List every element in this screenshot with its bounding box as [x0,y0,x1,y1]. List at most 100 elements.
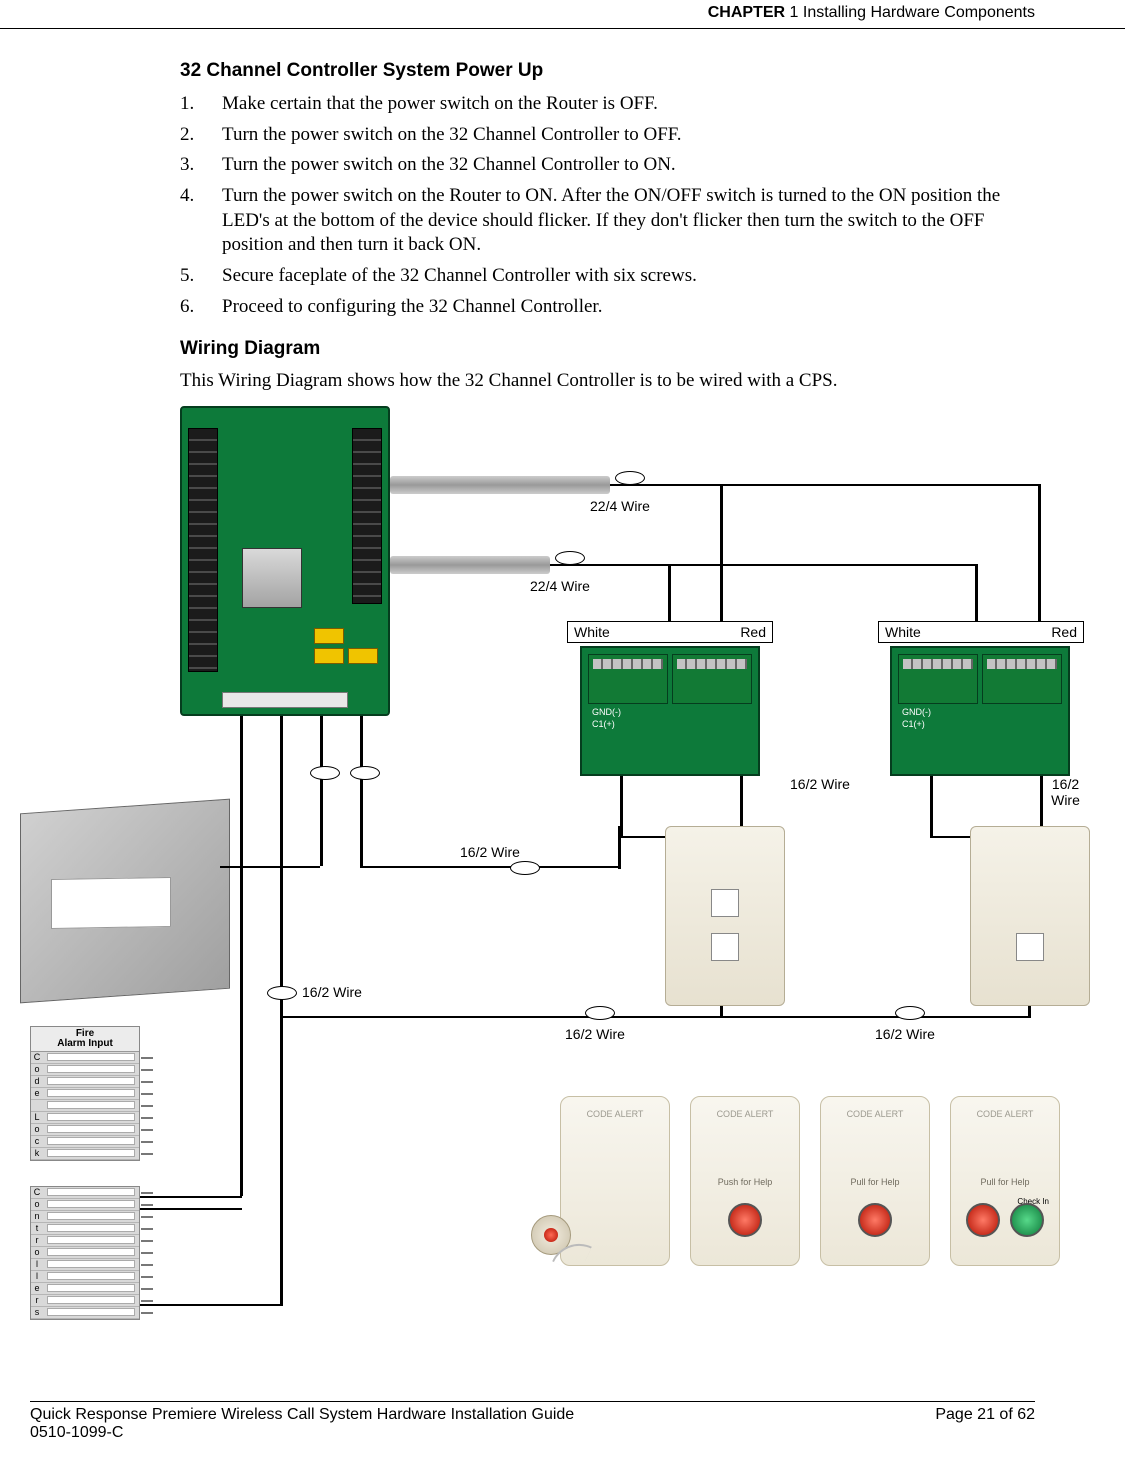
wire-ellipse-icon [895,1006,925,1020]
wire-label-162: 16/2 Wire [875,1026,935,1042]
station-title: CODE ALERT [821,1109,929,1119]
terminal-pin-icon [141,1312,153,1314]
terminal-row-letter: o [31,1247,43,1257]
footer-page: Page 21 of 62 [935,1406,1035,1424]
terminal-slot [47,1053,135,1061]
checkin-button-green-icon [1010,1203,1044,1237]
terminal-pin-icon [141,1252,153,1254]
wire-line [720,484,723,621]
terminal-slot [47,1149,135,1157]
wire-label-162: 16/2 Wire [460,844,520,860]
wire-line [1038,484,1041,621]
terminal-row [31,1100,139,1112]
terminal-slot [47,1101,135,1109]
step-1: Make certain that the power switch on th… [180,92,1035,117]
terminal-row-letter: e [31,1088,43,1098]
power-supply-box [20,798,230,1003]
terminal-row-letter: n [31,1211,43,1221]
terminal-slot [47,1248,135,1256]
wire-label-224: 22/4 Wire [590,498,650,514]
station-title: CODE ALERT [691,1109,799,1119]
terminal-pin-icon [141,1081,153,1083]
terminal-row: C [31,1052,139,1064]
wiring-diagram: 22/4 Wire 22/4 Wire White Red White Red … [20,406,1085,1326]
terminal-row-letter: C [31,1052,43,1062]
wire-line [360,866,620,869]
call-station: CODE ALERT Pull for Help Check In [950,1096,1060,1266]
terminal-row: k [31,1148,139,1160]
terminal-pin-icon [141,1300,153,1302]
terminal-pin-icon [141,1228,153,1230]
terminal-slot [47,1137,135,1145]
terminal-row: o [31,1064,139,1076]
wire-label-162: 16/2 Wire [1046,776,1085,808]
terminal-row-letter: s [31,1307,43,1317]
terminal-row: d [31,1076,139,1088]
wire-line [280,716,283,1306]
terminal-slot [47,1113,135,1121]
wire-line [668,564,978,567]
step-2: Turn the power switch on the 32 Channel … [180,123,1035,148]
terminal-row: l [31,1271,139,1283]
terminal-slot [47,1089,135,1097]
wire-line [220,866,320,869]
pcb-block-label: C1(+) [592,720,615,730]
terminal-row-letter: L [31,1112,43,1122]
wire-line [360,716,363,866]
wire-line [610,484,1040,487]
station-sub: Pull for Help [821,1177,929,1187]
wire-line [720,1006,723,1018]
terminal-slot [47,1065,135,1073]
wire-label-162: 16/2 Wire [302,984,362,1000]
wiring-heading: Wiring Diagram [180,338,1035,360]
wire-line [280,1016,720,1019]
pcb-relay-icon [348,648,378,664]
pcb-block-label: GND(-) [902,708,931,718]
terminal-pin-icon [141,1069,153,1071]
terminal-row: l [31,1259,139,1271]
pcb-relay-icon [314,648,344,664]
pcb-terminal-block [672,654,752,704]
step-4: Turn the power switch on the Router to O… [180,184,1035,258]
wire-line [140,1208,242,1211]
terminal-row-letter: r [31,1235,43,1245]
terminal-pin-icon [141,1153,153,1155]
terminal-rows: Controllers [31,1187,139,1319]
pcb-bottom-connector [222,692,348,708]
page-footer: Quick Response Premiere Wireless Call Sy… [30,1401,1035,1442]
chapter-title: Installing Hardware Components [803,4,1035,21]
step-5: Secure faceplate of the 32 Channel Contr… [180,264,1035,289]
terminal-slot [47,1125,135,1133]
footer-docnum: 0510-1099-C [30,1424,1035,1442]
terminal-row: e [31,1088,139,1100]
wire-label-224: 22/4 Wire [530,578,590,594]
terminal-row-letter: k [31,1148,43,1158]
terminal-row: e [31,1283,139,1295]
terminal-row-letter: t [31,1223,43,1233]
terminal-pin-icon [141,1216,153,1218]
pcb-terminal-block [898,654,978,704]
footer-guide: Quick Response Premiere Wireless Call Sy… [30,1406,574,1424]
terminal-slot [47,1260,135,1268]
terminal-row-letter: o [31,1199,43,1209]
fire-alarm-label: Fire Alarm Input [31,1027,139,1052]
terminal-pin-icon [141,1264,153,1266]
station-sub: Pull for Help [951,1177,1059,1187]
wall-plate [970,826,1090,1006]
terminal-pin-icon [141,1192,153,1194]
terminal-slot [47,1188,135,1196]
terminal-pin-icon [141,1093,153,1095]
pcb-block-label: C1(+) [902,720,925,730]
terminal-row: o [31,1247,139,1259]
chapter-label: CHAPTER [708,4,790,21]
terminal-slot [47,1212,135,1220]
terminal-row: r [31,1235,139,1247]
terminal-strip: Controllers [30,1186,140,1320]
red-label: Red [981,622,1083,642]
chapter-number: 1 [790,4,799,21]
content-area: 32 Channel Controller System Power Up Ma… [180,60,1035,1326]
terminal-row-letter: e [31,1283,43,1293]
wire-line [618,826,621,869]
terminal-row: L [31,1112,139,1124]
wire-line [930,776,933,836]
